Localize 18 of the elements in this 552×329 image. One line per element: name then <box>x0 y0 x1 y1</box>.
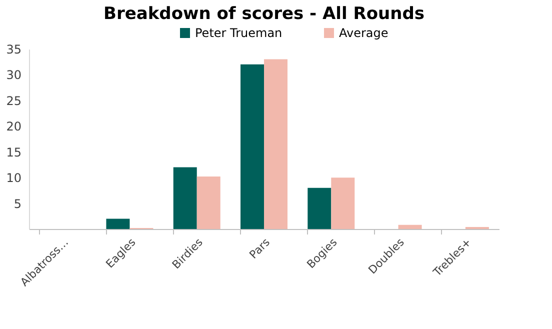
bar <box>398 224 422 229</box>
y-tick-label: 30 <box>6 68 22 82</box>
bar <box>331 178 355 229</box>
y-tick-label: 15 <box>6 145 22 160</box>
y-tick-label: 10 <box>6 171 22 186</box>
legend-label: Average <box>339 26 388 40</box>
bar <box>240 64 264 229</box>
bar <box>173 167 197 229</box>
bar <box>196 176 220 229</box>
y-tick-label: 35 <box>6 42 22 56</box>
bar <box>106 218 130 229</box>
chart-title: Breakdown of scores - All Rounds <box>103 4 425 24</box>
bar <box>264 59 288 229</box>
y-tick-label: 5 <box>14 196 22 211</box>
bar <box>308 188 332 229</box>
y-tick-label: 20 <box>6 120 22 134</box>
legend-label: Peter Trueman <box>195 26 282 40</box>
y-tick-label: 25 <box>6 94 22 108</box>
